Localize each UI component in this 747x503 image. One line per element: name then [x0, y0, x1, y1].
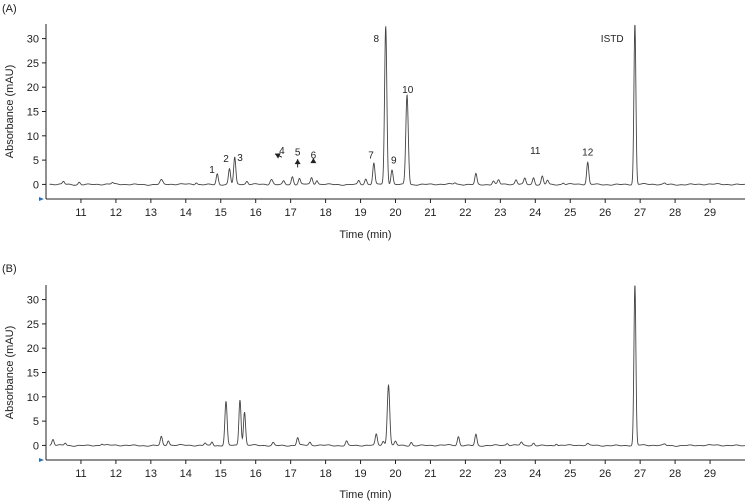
x-tick-label: 14	[180, 468, 192, 480]
x-tick-label: 18	[319, 468, 331, 480]
peak-label: 11	[530, 146, 541, 157]
chromatogram-trace	[49, 24, 746, 186]
x-tick-label: 29	[704, 468, 716, 480]
x-tick-label: 16	[250, 468, 262, 480]
x-tick-label: 11	[75, 207, 86, 219]
peak-label: 3	[237, 153, 243, 164]
x-tick-label: 20	[389, 207, 401, 219]
y-tick-label: 0	[33, 440, 39, 452]
x-tick-label: 21	[424, 207, 436, 219]
x-tick-label: 16	[250, 207, 262, 219]
peak-label: 5	[295, 147, 301, 158]
x-tick-label: 23	[494, 468, 506, 480]
peak-label: 2	[223, 154, 229, 165]
x-tick-label: 13	[145, 207, 157, 219]
panel-label: (B)	[2, 263, 17, 275]
x-tick-label: 26	[599, 468, 611, 480]
y-axis-title: Absorbance (mAU)	[4, 326, 16, 420]
x-tick-label: 22	[459, 207, 471, 219]
peak-label: 9	[391, 156, 397, 167]
y-tick-label: 20	[27, 82, 39, 94]
x-tick-label: 29	[704, 207, 716, 219]
x-tick-label: 14	[180, 207, 192, 219]
x-tick-label: 26	[599, 207, 611, 219]
x-tick-label: 27	[634, 468, 646, 480]
x-tick-label: 28	[669, 468, 681, 480]
x-tick-label: 12	[110, 468, 122, 480]
y-tick-label: 30	[27, 34, 39, 46]
peak-label: 4	[279, 146, 285, 157]
x-tick-label: 17	[285, 207, 297, 219]
x-tick-label: 24	[529, 468, 541, 480]
x-tick-label: 28	[669, 207, 681, 219]
x-axis-title: Time (min)	[339, 229, 391, 241]
x-tick-label: 23	[494, 207, 506, 219]
y-tick-label: 25	[27, 319, 39, 331]
peak-arrowhead	[274, 153, 281, 159]
y-axis-title: Absorbance (mAU)	[4, 65, 16, 159]
y-tick-label: 25	[27, 58, 39, 70]
x-tick-label: 19	[354, 468, 366, 480]
x-tick-label: 25	[564, 207, 576, 219]
x-tick-label: 19	[354, 207, 366, 219]
y-tick-label: 5	[33, 416, 39, 428]
y-tick-label: 10	[27, 392, 39, 404]
x-tick-label: 24	[529, 207, 541, 219]
x-tick-label: 13	[145, 468, 157, 480]
y-tick-label: 0	[33, 179, 39, 191]
axis-origin-marker	[39, 458, 44, 462]
y-tick-label: 30	[27, 295, 39, 307]
x-tick-label: 25	[564, 468, 576, 480]
y-tick-label: 15	[27, 368, 39, 380]
x-axis-title: Time (min)	[339, 489, 391, 501]
x-tick-label: 22	[459, 468, 471, 480]
x-tick-label: 21	[424, 468, 436, 480]
x-tick-label: 27	[634, 207, 646, 219]
panel-label: (A)	[2, 3, 17, 15]
peak-label: 10	[402, 85, 414, 96]
peak-label: 12	[582, 147, 594, 158]
peak-arrowhead	[294, 159, 301, 165]
peak-arrowhead	[310, 158, 317, 164]
peak-label: ISTD	[601, 34, 624, 45]
chromatogram-trace	[49, 285, 746, 447]
x-tick-label: 17	[285, 468, 297, 480]
x-tick-label: 20	[389, 468, 401, 480]
x-tick-label: 12	[110, 207, 122, 219]
x-tick-label: 11	[75, 468, 86, 480]
y-tick-label: 5	[33, 155, 39, 167]
x-tick-label: 18	[319, 207, 331, 219]
x-tick-label: 15	[215, 468, 227, 480]
peak-label: 8	[373, 34, 379, 45]
peak-label: 1	[209, 165, 215, 176]
axis-origin-marker	[39, 197, 44, 201]
peak-label: 6	[311, 151, 317, 162]
peak-label: 7	[368, 151, 374, 162]
y-tick-label: 20	[27, 343, 39, 355]
x-tick-label: 15	[215, 207, 227, 219]
chromatogram-panel-b: (B) 0 5 10 15 20 25 30 11 12 13 14 15 16 17 18 19 20 21 22 2…	[2, 263, 746, 501]
y-tick-label: 10	[27, 131, 39, 143]
y-tick-label: 15	[27, 107, 39, 119]
